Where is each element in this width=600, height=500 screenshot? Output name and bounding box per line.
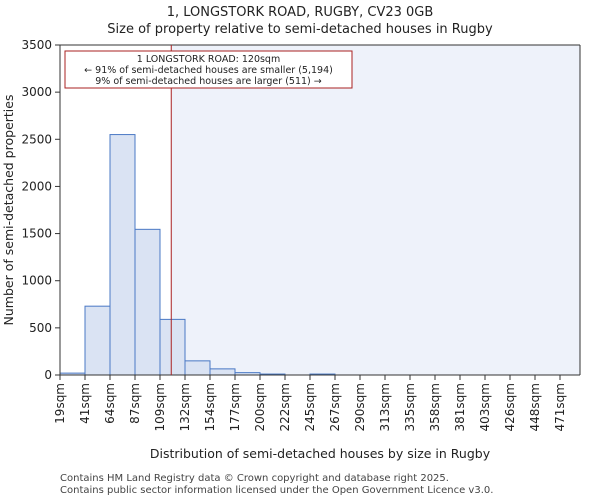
y-tick-label: 2500 bbox=[21, 132, 52, 146]
y-tick-label: 1500 bbox=[21, 227, 52, 241]
histogram-bar bbox=[109, 134, 136, 376]
footer-line-2: Contains public sector information licen… bbox=[60, 485, 494, 496]
footer-line-1: Contains HM Land Registry data © Crown c… bbox=[60, 473, 449, 484]
x-tick-label: 200sqm bbox=[253, 383, 267, 431]
x-tick-label: 109sqm bbox=[153, 383, 167, 431]
x-tick-label: 267sqm bbox=[328, 383, 342, 431]
x-tick-label: 448sqm bbox=[528, 383, 542, 431]
x-tick-label: 471sqm bbox=[553, 383, 567, 431]
y-tick-label: 3000 bbox=[21, 85, 52, 99]
x-tick-label: 19sqm bbox=[53, 383, 67, 424]
y-axis-title: Number of semi-detached properties bbox=[1, 95, 16, 326]
histogram-bar bbox=[159, 318, 186, 376]
histogram-bar bbox=[184, 360, 211, 376]
x-tick-label: 41sqm bbox=[78, 383, 92, 424]
x-tick-label: 245sqm bbox=[303, 383, 317, 431]
x-tick-label: 154sqm bbox=[203, 383, 217, 431]
x-tick-label: 64sqm bbox=[103, 383, 117, 424]
histogram-bar bbox=[134, 228, 161, 376]
annotation-box bbox=[64, 50, 353, 89]
histogram-bar bbox=[84, 305, 111, 376]
x-tick-label: 132sqm bbox=[178, 383, 192, 431]
y-tick-label: 2000 bbox=[21, 179, 52, 193]
x-tick-label: 403sqm bbox=[478, 383, 492, 431]
larger-region-shade bbox=[171, 45, 580, 375]
x-tick-label: 381sqm bbox=[453, 383, 467, 431]
chart-title: 1, LONGSTORK ROAD, RUGBY, CV23 0GB bbox=[167, 5, 434, 20]
y-tick-label: 0 bbox=[44, 368, 52, 382]
x-tick-label: 290sqm bbox=[353, 383, 367, 431]
x-tick-label: 335sqm bbox=[403, 383, 417, 431]
annotation-line-3: 9% of semi-detached houses are larger (5… bbox=[95, 76, 322, 87]
y-tick-label: 500 bbox=[29, 321, 52, 335]
x-tick-label: 87sqm bbox=[128, 383, 142, 424]
x-tick-label: 222sqm bbox=[278, 383, 292, 431]
x-axis-title: Distribution of semi-detached houses by … bbox=[150, 446, 491, 461]
x-tick-label: 358sqm bbox=[428, 383, 442, 431]
y-tick-label: 3500 bbox=[21, 38, 52, 52]
x-tick-label: 426sqm bbox=[503, 383, 517, 431]
histogram-bar bbox=[209, 368, 236, 376]
annotation-line-1: 1 LONGSTORK ROAD: 120sqm bbox=[137, 54, 280, 65]
x-tick-label: 313sqm bbox=[378, 383, 392, 431]
y-tick-label: 1000 bbox=[21, 274, 52, 288]
plot-area: 0 500 1000 1500 2000 2500 3000 3500 19sqm 41sqm 64… bbox=[21, 38, 581, 431]
x-tick-label: 177sqm bbox=[228, 383, 242, 431]
annotation-line-2: ← 91% of semi-detached houses are smalle… bbox=[84, 65, 333, 76]
chart-subtitle: Size of property relative to semi-detach… bbox=[107, 22, 493, 37]
